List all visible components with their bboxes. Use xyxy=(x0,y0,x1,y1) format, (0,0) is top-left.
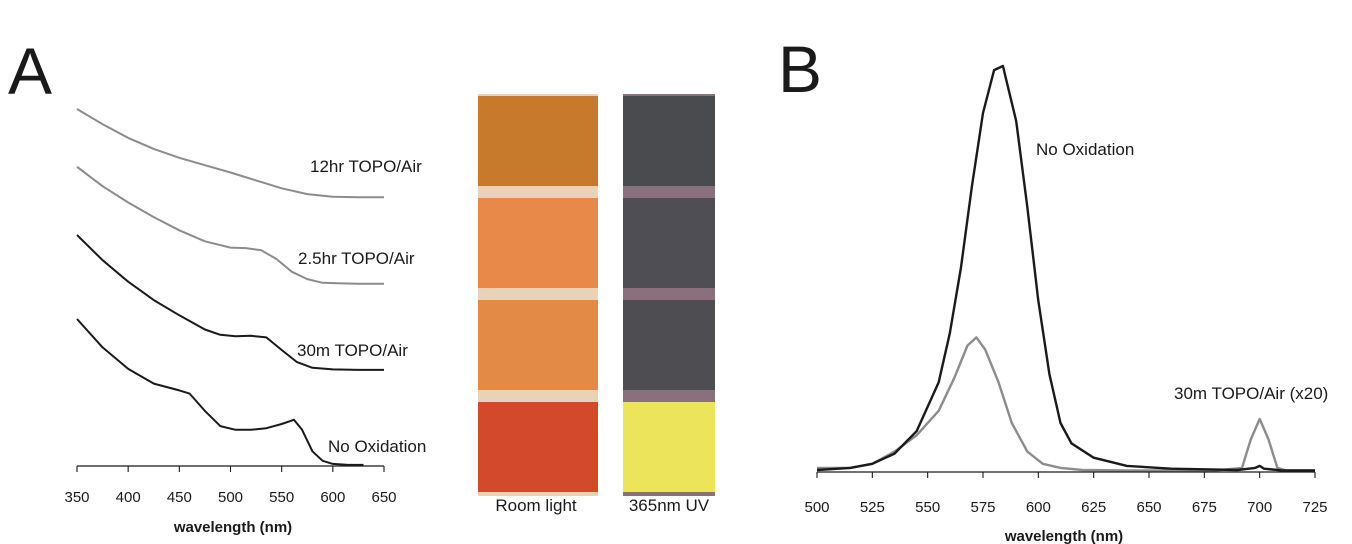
x-axis-title-a: wavelength (nm) xyxy=(173,519,292,536)
series-line-12hr-topo-air xyxy=(76,108,384,199)
x-tick-label-a: 400 xyxy=(116,489,141,506)
x-tick-label-b: 575 xyxy=(970,499,995,516)
x-tick-label-b: 625 xyxy=(1081,499,1106,516)
series-label-30m-topo-air-x20: 30m TOPO/Air (x20) xyxy=(1174,384,1328,403)
x-axis-title-b: wavelength (nm) xyxy=(1004,528,1123,544)
x-tick-label-b: 550 xyxy=(915,499,940,516)
room-light-vial-1 xyxy=(478,96,598,186)
x-tick-label-a: 450 xyxy=(167,489,192,506)
series-line-2-5hr-topo-air xyxy=(76,166,384,285)
series-label-2-5hr-topo-air: 2.5hr TOPO/Air xyxy=(298,249,415,268)
x-tick-label-b: 600 xyxy=(1026,499,1051,516)
x-tick-label-a: 550 xyxy=(269,489,294,506)
x-tick-label-a: 650 xyxy=(371,489,396,506)
panel-b-letter: B xyxy=(778,32,822,106)
series-label-no-oxidation: No Oxidation xyxy=(328,437,426,456)
x-tick-label-b: 650 xyxy=(1136,499,1161,516)
x-axis-ticks-a xyxy=(76,466,385,472)
absorbance-curves xyxy=(76,108,384,466)
uv-vial-1 xyxy=(623,96,715,186)
series-line-no-oxidation xyxy=(76,318,364,466)
room-light-vial-3 xyxy=(478,300,598,390)
room-light-vial-2 xyxy=(478,198,598,288)
series-line-30m-topo-air-x20 xyxy=(817,336,1315,472)
series-label-12hr-topo-air: 12hr TOPO/Air xyxy=(310,157,422,176)
x-tick-label-b: 675 xyxy=(1192,499,1217,516)
uv-vial-4 xyxy=(623,402,715,492)
absorbance-curve-labels: 12hr TOPO/Air 2.5hr TOPO/Air 30m TOPO/Air N… xyxy=(297,157,426,456)
absorbance-chart: 350 400 450 500 550 600 650 wavelength (nm) 12… xyxy=(64,108,426,536)
panel-a-letter: A xyxy=(8,34,52,108)
room-light-label: Room light xyxy=(495,496,577,515)
uv-strip xyxy=(623,94,715,496)
x-tick-label-b: 725 xyxy=(1302,499,1327,516)
emission-curve-labels: No Oxidation 30m TOPO/Air (x20) xyxy=(1036,140,1328,403)
series-line-no-oxidation xyxy=(816,64,1315,472)
x-axis-tick-labels-b: 500 525 550 575 600 625 650 675 700 725 xyxy=(804,499,1327,516)
series-line-30m-topo-air xyxy=(76,234,384,371)
series-label-30m-topo-air: 30m TOPO/Air xyxy=(297,341,408,360)
room-light-vial-4 xyxy=(478,402,598,492)
x-tick-label-a: 350 xyxy=(64,489,89,506)
emission-chart: 500 525 550 575 600 625 650 675 700 725 wavelengt… xyxy=(804,64,1328,544)
uv-vial-2 xyxy=(623,198,715,288)
vial-photo: Room light 365nm UV xyxy=(478,94,715,515)
x-tick-label-b: 700 xyxy=(1247,499,1272,516)
x-axis-tick-labels-a: 350 400 450 500 550 600 650 xyxy=(64,489,396,506)
series-label-no-oxidation: No Oxidation xyxy=(1036,140,1134,159)
emission-curves xyxy=(816,64,1315,472)
uv-label: 365nm UV xyxy=(629,496,710,515)
x-tick-label-b: 500 xyxy=(804,499,829,516)
x-tick-label-a: 600 xyxy=(320,489,345,506)
uv-vial-3 xyxy=(623,300,715,390)
x-tick-label-a: 500 xyxy=(218,489,243,506)
room-light-strip xyxy=(478,94,598,496)
x-axis-ticks-b xyxy=(816,472,1316,478)
x-tick-label-b: 525 xyxy=(860,499,885,516)
